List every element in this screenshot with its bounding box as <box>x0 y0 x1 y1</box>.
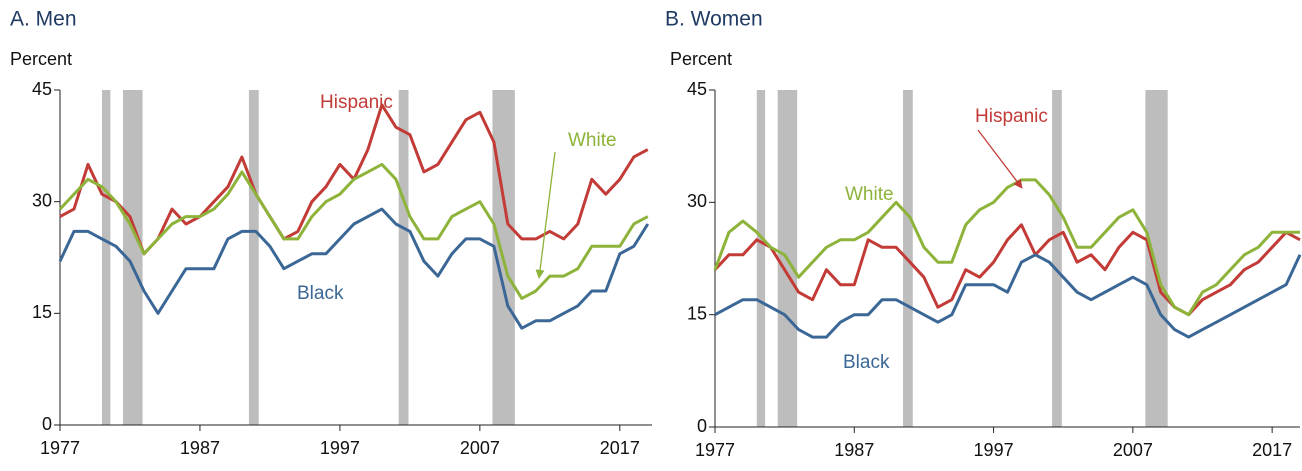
recession-band <box>122 90 143 425</box>
y-axis-label: Percent <box>670 49 732 69</box>
series-label: Hispanic <box>320 92 393 113</box>
y-tick-label: 30 <box>32 190 52 210</box>
recession-band <box>248 90 259 425</box>
x-tick-label: 2017 <box>600 438 640 458</box>
series-line <box>713 178 1300 317</box>
y-tick-label: 15 <box>32 302 52 322</box>
series-label: White <box>568 130 617 151</box>
x-tick-label: 1997 <box>320 438 360 458</box>
y-tick-label: 0 <box>697 416 707 436</box>
series-line <box>58 207 650 330</box>
recession-band <box>756 90 766 427</box>
x-tick-label: 1977 <box>40 438 80 458</box>
series-label: White <box>845 184 894 205</box>
x-tick-label: 1977 <box>695 440 735 460</box>
y-tick-label: 45 <box>687 79 707 99</box>
x-tick-label: 1997 <box>974 440 1014 460</box>
arrow <box>977 129 1023 189</box>
series-label: Black <box>297 283 344 304</box>
y-tick-label: 0 <box>42 414 52 434</box>
recession-band <box>1145 90 1168 427</box>
y-tick-label: 15 <box>687 303 707 323</box>
x-tick-label: 2007 <box>460 438 500 458</box>
series-label: Hispanic <box>975 106 1048 127</box>
chart-title: A. Men <box>10 8 77 31</box>
x-tick-label: 1987 <box>834 440 874 460</box>
arrow <box>535 151 556 279</box>
x-tick-label: 2017 <box>1252 440 1292 460</box>
series-line <box>58 162 649 300</box>
y-tick-label: 45 <box>32 79 52 99</box>
series-label: Black <box>843 352 890 373</box>
x-tick-label: 1987 <box>180 438 220 458</box>
x-tick-label: 2007 <box>1113 440 1153 460</box>
series-line <box>713 223 1301 317</box>
recession-band <box>101 90 111 425</box>
recession-band <box>1052 90 1062 427</box>
series-line <box>714 253 1302 339</box>
chart-title: B. Women <box>665 8 763 31</box>
y-axis-label: Percent <box>10 49 72 69</box>
recession-band <box>398 90 409 425</box>
y-tick-label: 30 <box>687 191 707 211</box>
